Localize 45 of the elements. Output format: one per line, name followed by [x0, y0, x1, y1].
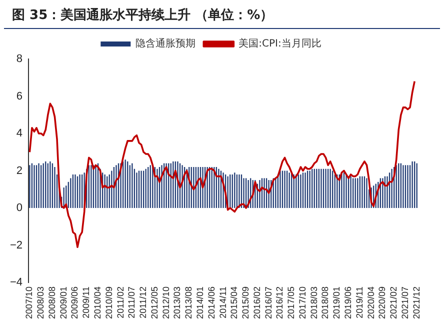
- x-tick-label: 2021/07: [400, 286, 410, 320]
- x-tick-label: 2021/12: [411, 286, 422, 320]
- y-tick-label: 0: [16, 202, 23, 214]
- x-tick-label: 2014/06: [206, 286, 216, 320]
- x-tick-label: 2020/04: [366, 286, 376, 320]
- x-tick-label: 2018/03: [308, 286, 319, 320]
- x-tick-label: 2019/01: [332, 286, 342, 320]
- x-tick-label: 2019/11: [354, 286, 364, 318]
- x-tick-label: 2014/01: [194, 286, 205, 320]
- y-tick-label: 4: [16, 128, 23, 140]
- x-tick-label: 2009/11: [81, 286, 92, 318]
- x-tick-label: 2018/08: [320, 286, 330, 320]
- x-tick-label: 2017/05: [286, 286, 296, 320]
- x-tick-label: 2015/09: [240, 286, 251, 320]
- y-tick-label: −4: [10, 276, 23, 288]
- y-tick-label: 8: [16, 53, 23, 66]
- x-tick-label: 2011/02: [115, 286, 126, 318]
- x-tick-label: 2016/12: [274, 286, 285, 320]
- x-tick-label: 2013/03: [172, 286, 182, 320]
- x-tick-label: 2011/12: [138, 286, 148, 318]
- y-tick-label: 2: [16, 164, 23, 177]
- x-tick-label: 2008/08: [46, 286, 57, 320]
- legend-label: 美国:CPI:当月同比: [238, 38, 322, 50]
- x-tick-label: 2016/07: [263, 286, 274, 320]
- x-tick-label: 2016/02: [252, 286, 262, 320]
- x-tick-label: 2021/02: [388, 286, 399, 320]
- x-tick-label: 2012/05: [149, 286, 160, 320]
- x-tick-label: 2015/04: [229, 286, 240, 320]
- y-tick-label: −2: [10, 239, 23, 252]
- x-tick-label: 2010/04: [92, 286, 102, 320]
- x-tick-label: 2019/06: [343, 286, 354, 320]
- x-tick-label: 2020/09: [377, 286, 388, 320]
- y-tick-label: 6: [16, 90, 23, 102]
- x-tick-label: 2007/10: [24, 286, 34, 320]
- x-tick-label: 2009/01: [58, 286, 68, 320]
- chart-title: 图 35：美国通胀水平持续上升 （单位：%）: [4, 0, 440, 29]
- x-tick-label: 2014/11: [218, 286, 228, 318]
- x-tick-label: 2010/09: [104, 286, 114, 320]
- x-tick-label: 2011/07: [126, 286, 137, 318]
- x-tick-label: 2017/10: [297, 286, 308, 320]
- legend-label: 隐含通胀预期: [136, 38, 196, 50]
- x-tick-label: 2008/03: [36, 286, 46, 320]
- x-tick-label: 2009/06: [70, 286, 80, 320]
- x-tick-label: 2013/08: [184, 286, 194, 320]
- x-tick-label: 2012/10: [160, 286, 171, 320]
